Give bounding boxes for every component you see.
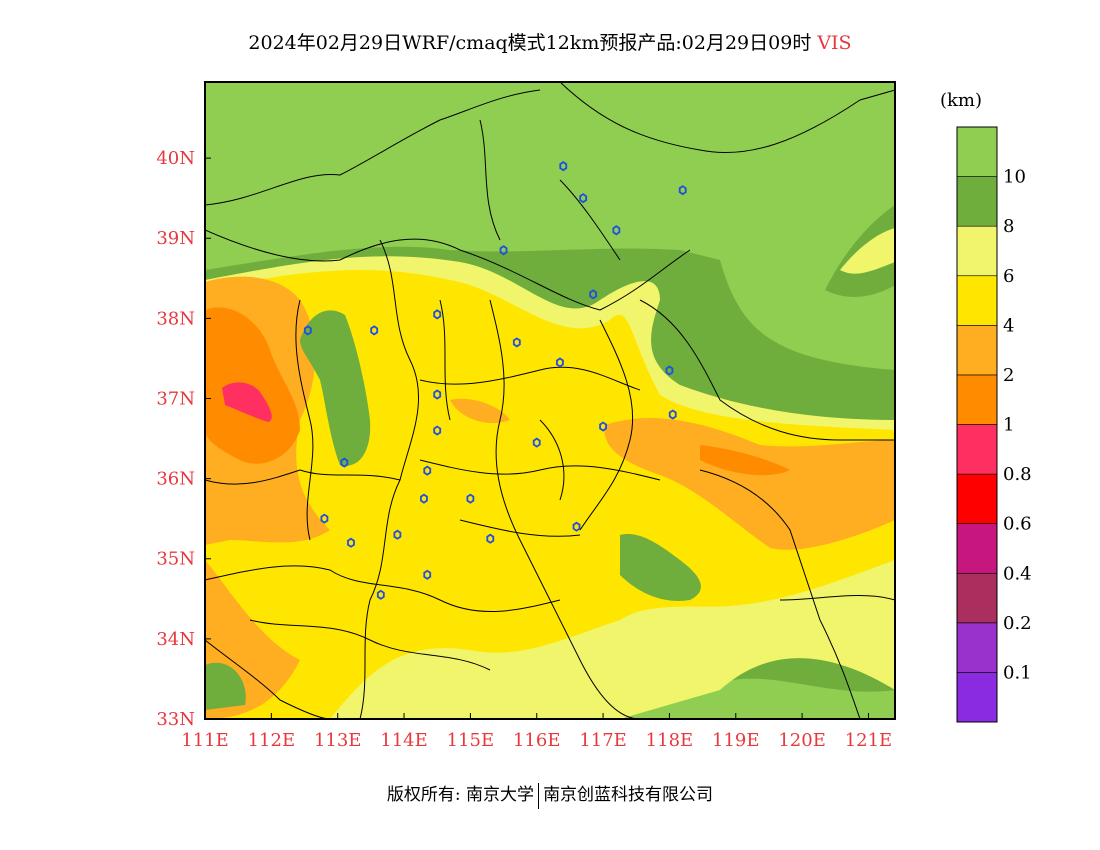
colorbar-label: 2 <box>1003 365 1014 386</box>
station-marker <box>370 325 379 336</box>
colorbar-swatch <box>956 176 998 227</box>
colorbar-swatch <box>956 572 998 624</box>
station-marker <box>532 437 541 448</box>
station-marker <box>420 493 428 504</box>
field-0.8-1km <box>222 382 272 422</box>
y-axis: 33N 34N 35N 36N 37N 38N 39N 40N <box>156 148 211 730</box>
x-tick-label: 117E <box>579 730 627 751</box>
field-6-8km-ne <box>840 228 895 274</box>
colorbar-swatch <box>956 126 998 177</box>
station-marker <box>589 289 598 300</box>
colorbar-label: 0.1 <box>1003 662 1032 683</box>
copyright-left: 版权所有: 南京大学 <box>386 785 535 805</box>
x-tick-label: 121E <box>845 730 893 751</box>
station-marker <box>678 185 687 196</box>
footer-separator <box>538 782 540 809</box>
visibility-field <box>205 82 895 719</box>
field-2-4km-center <box>450 398 510 424</box>
colorbar-swatch <box>956 325 998 376</box>
colorbar-swatch <box>956 473 998 524</box>
station-marker <box>512 337 521 348</box>
field-1-2km <box>205 307 300 464</box>
station-marker <box>340 457 349 468</box>
colorbar-label: 0.6 <box>1003 514 1032 535</box>
x-tick-label: 114E <box>380 730 428 751</box>
colorbar-swatch <box>956 225 998 277</box>
station-marker <box>433 425 442 436</box>
x-tick-label: 119E <box>712 730 760 751</box>
y-tick-label: 37N <box>156 388 195 409</box>
x-tick-label: 115E <box>447 730 495 751</box>
y-tick-label: 33N <box>156 709 195 730</box>
y-tick-label: 36N <box>156 469 195 490</box>
colorbar-swatch <box>956 672 998 723</box>
station-marker <box>668 409 677 420</box>
plot-frame <box>204 81 896 720</box>
station-marker <box>559 161 568 172</box>
station-markers <box>303 161 687 600</box>
colorbar-label: 0.2 <box>1003 613 1032 634</box>
colorbar-swatch <box>956 275 998 326</box>
station-marker <box>556 357 564 368</box>
x-tick-label: 120E <box>778 730 826 751</box>
colorbar-label: 8 <box>1003 216 1014 237</box>
colorbar-swatch <box>956 622 998 673</box>
admin-boundaries <box>205 82 895 719</box>
y-tick-label: 40N <box>156 148 195 169</box>
colorbar-label: 6 <box>1003 266 1014 287</box>
x-tick-label: 116E <box>513 730 561 751</box>
station-marker <box>486 533 495 544</box>
colorbar-label: 1 <box>1003 415 1014 436</box>
y-tick-label: 39N <box>156 228 195 249</box>
colorbar-label: 10 <box>1003 167 1026 188</box>
map-title-main: 2024年02月29日WRF/cmaq模式12km预报产品:02月29日09时 <box>248 32 812 54</box>
station-marker <box>393 529 402 540</box>
colorbar-frame <box>956 126 998 723</box>
station-marker <box>423 569 432 580</box>
colorbar-swatch <box>956 523 998 574</box>
copyright-footer: 版权所有: 南京大学 南京创蓝科技有限公司 <box>0 780 1100 809</box>
station-marker <box>433 309 442 320</box>
station-marker <box>376 589 385 600</box>
station-marker <box>612 225 621 236</box>
field-8-10km-sw <box>205 662 246 710</box>
field-2-4km-east <box>604 417 895 550</box>
y-tick-label: 35N <box>156 549 195 570</box>
x-tick-label: 112E <box>248 730 296 751</box>
colorbar-swatch <box>956 424 998 475</box>
station-marker <box>572 521 581 532</box>
field-1-2km-east <box>700 445 790 476</box>
station-marker <box>423 465 432 476</box>
station-marker <box>347 537 355 548</box>
map-variable-label: VIS <box>817 32 852 54</box>
station-marker <box>599 421 607 432</box>
station-marker <box>303 325 312 336</box>
legend-unit-label: (km) <box>940 90 983 111</box>
colorbar: 0.1 0.2 0.4 0.6 0.8 1 2 4 6 8 10 <box>956 126 1032 723</box>
map-title: 2024年02月29日WRF/cmaq模式12km预报产品:02月29日09时 V… <box>0 28 1100 55</box>
station-marker <box>433 389 442 400</box>
y-tick-label: 34N <box>156 629 195 650</box>
x-axis: 111E 112E 113E 114E 115E 116E 117E 118E 119E 120E… <box>181 713 892 751</box>
station-marker <box>665 365 674 376</box>
colorbar-label: 0.8 <box>1003 464 1032 485</box>
station-marker <box>320 513 329 524</box>
x-tick-label: 111E <box>181 730 229 751</box>
station-marker <box>466 493 475 504</box>
station-marker <box>499 245 508 256</box>
field-8-10km-south <box>620 534 701 601</box>
colorbar-label: 4 <box>1003 315 1014 336</box>
station-marker <box>579 193 588 204</box>
y-tick-label: 38N <box>156 308 195 329</box>
colorbar-swatch <box>956 374 998 425</box>
field-4-6km <box>205 269 895 719</box>
x-tick-label: 113E <box>314 730 362 751</box>
x-tick-label: 118E <box>646 730 694 751</box>
field-8-10km-center <box>300 310 371 466</box>
colorbar-label: 0.4 <box>1003 563 1032 584</box>
copyright-right: 南京创蓝科技有限公司 <box>543 785 714 805</box>
